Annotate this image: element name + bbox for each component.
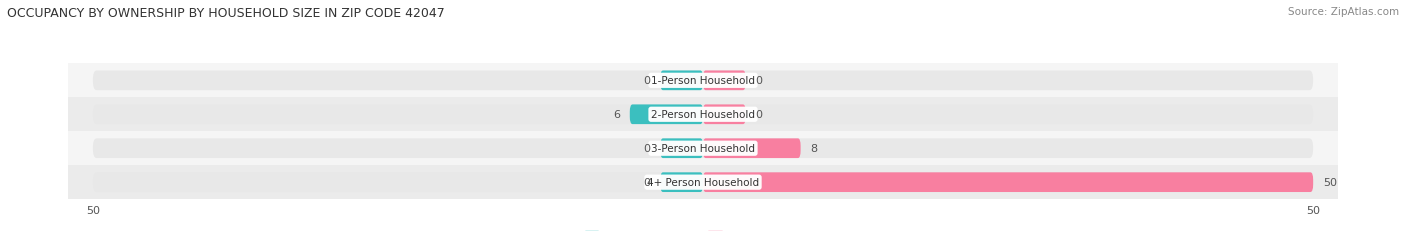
Text: 0: 0 [644,76,651,86]
FancyBboxPatch shape [93,173,1313,192]
FancyBboxPatch shape [69,132,1337,165]
FancyBboxPatch shape [69,165,1337,199]
Text: 50: 50 [1323,177,1337,187]
FancyBboxPatch shape [630,105,703,125]
Text: 8: 8 [810,144,817,154]
Text: 3-Person Household: 3-Person Household [651,144,755,154]
FancyBboxPatch shape [93,71,1313,91]
Text: 0: 0 [644,144,651,154]
Text: 1-Person Household: 1-Person Household [651,76,755,86]
Text: 0: 0 [755,76,762,86]
FancyBboxPatch shape [703,71,745,91]
FancyBboxPatch shape [69,98,1337,132]
Text: 0: 0 [644,177,651,187]
FancyBboxPatch shape [69,64,1337,98]
Text: 4+ Person Household: 4+ Person Household [647,177,759,187]
Text: 0: 0 [755,110,762,120]
FancyBboxPatch shape [93,139,1313,158]
FancyBboxPatch shape [703,173,1313,192]
FancyBboxPatch shape [93,105,1313,125]
Text: Source: ZipAtlas.com: Source: ZipAtlas.com [1288,7,1399,17]
FancyBboxPatch shape [661,173,703,192]
Text: OCCUPANCY BY OWNERSHIP BY HOUSEHOLD SIZE IN ZIP CODE 42047: OCCUPANCY BY OWNERSHIP BY HOUSEHOLD SIZE… [7,7,444,20]
FancyBboxPatch shape [661,71,703,91]
FancyBboxPatch shape [703,105,745,125]
FancyBboxPatch shape [703,139,800,158]
Text: 6: 6 [613,110,620,120]
Text: 2-Person Household: 2-Person Household [651,110,755,120]
FancyBboxPatch shape [661,139,703,158]
